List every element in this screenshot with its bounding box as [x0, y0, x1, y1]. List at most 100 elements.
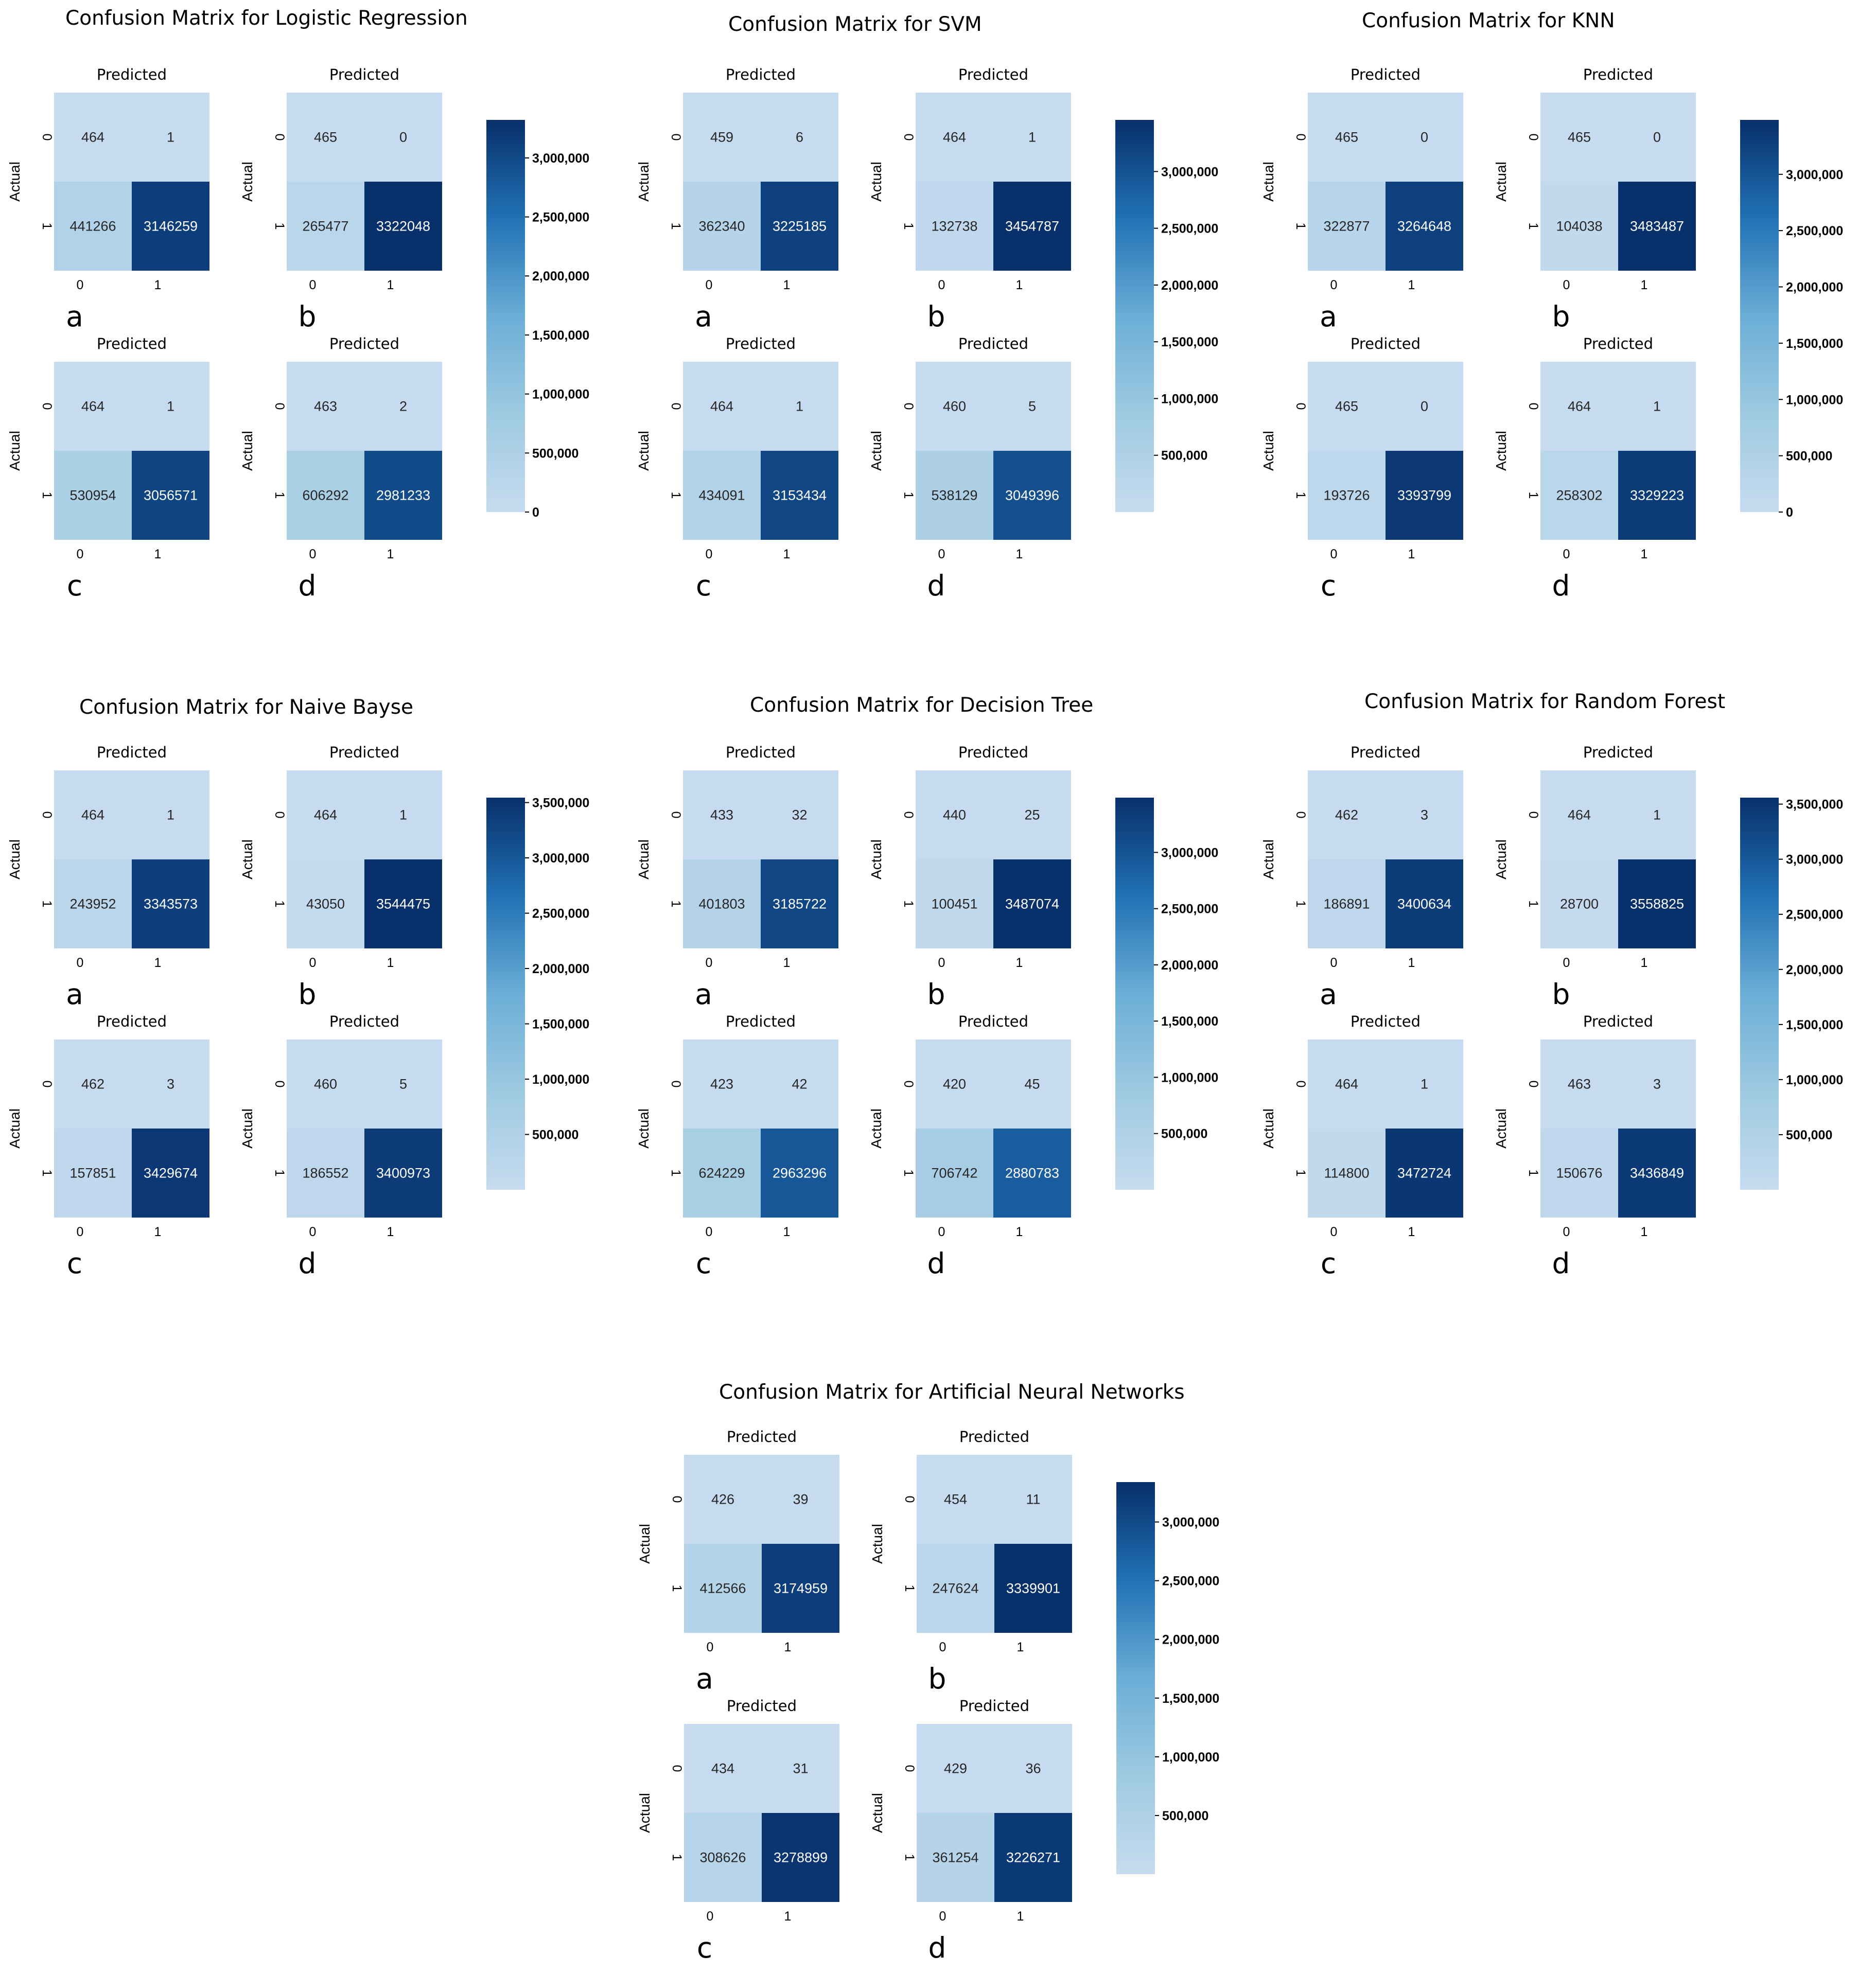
heatmap-cell [1308, 451, 1386, 540]
cell-value-label: 420 [943, 1077, 966, 1092]
colorbar-tick-label: 3,000,000 [1786, 168, 1843, 182]
matrix-panel: Predicted Actual 0 1 460 5 538129 3049396 0 1 d [868, 335, 1071, 602]
actual-label: Actual [1260, 1108, 1276, 1149]
y-tick-label: 1 [1526, 223, 1540, 230]
x-tick-label: 1 [387, 547, 394, 561]
x-tick-label: 0 [77, 547, 84, 561]
colorbar-tick-label: 3,500,000 [532, 796, 589, 811]
y-tick-label: 1 [1526, 492, 1540, 499]
cell-value-label: 258302 [1556, 488, 1602, 503]
heatmap-cell [1308, 182, 1386, 271]
subplot-label: c [697, 1931, 712, 1964]
heatmap-cell [1386, 362, 1463, 451]
heatmap-cell [761, 362, 838, 451]
heatmap-cell [684, 1544, 762, 1633]
matrix-panel: Predicted Actual 0 1 429 36 361254 3226271 0 1 d [869, 1697, 1072, 1964]
cell-value-label: 3400634 [1397, 896, 1451, 912]
heatmap-cell [132, 362, 209, 451]
colorbar-gradient [486, 120, 525, 512]
cell-value-label: 465 [314, 130, 337, 145]
subplot-label: c [696, 1247, 711, 1280]
matrix-panel: Predicted Actual 0 1 433 32 401803 3185722 0 1 a [636, 744, 838, 1011]
chart-title: Confusion Matrix for Random Forest [1364, 690, 1725, 713]
predicted-label: Predicted [726, 1013, 796, 1030]
y-tick-label: 1 [902, 1854, 917, 1861]
heatmap-cell [1386, 1129, 1463, 1218]
colorbar: 500,000 1,000,000 1,500,000 2,000,000 2,500,… [1116, 1482, 1219, 1874]
matrix-panel: Predicted Actual 0 1 465 0 265477 3322048 0 1 b [239, 66, 442, 333]
subplot-label: a [66, 300, 83, 333]
y-tick-label: 0 [1293, 403, 1308, 410]
matrix-panel: Predicted Actual 0 1 465 0 322877 3264648 0 1 a [1260, 66, 1463, 333]
predicted-label: Predicted [727, 1428, 797, 1446]
actual-label: Actual [636, 1108, 652, 1149]
x-tick-label: 0 [1563, 956, 1570, 970]
colorbar-tick-label: 3,000,000 [532, 151, 589, 166]
heatmap-cell [761, 1040, 838, 1129]
cell-value-label: 464 [1335, 1077, 1358, 1092]
heatmap-cell [364, 362, 442, 451]
colorbar-gradient [1740, 798, 1779, 1190]
x-tick-label: 0 [706, 956, 713, 970]
heatmap-cell [1618, 93, 1696, 182]
confusion-matrix-group: Confusion Matrix for KNN Predicted Actual 0… [1260, 9, 1843, 602]
colorbar-tick-label: 3,000,000 [1161, 845, 1218, 860]
y-tick-label: 0 [669, 1081, 683, 1088]
chart-title: Confusion Matrix for Artificial Neural N… [719, 1381, 1185, 1404]
cell-value-label: 42 [792, 1077, 807, 1092]
x-tick-label: 0 [1330, 547, 1338, 561]
heatmap-cell [993, 770, 1071, 859]
cell-value-label: 308626 [699, 1850, 746, 1865]
cell-value-label: 606292 [302, 488, 348, 503]
cell-value-label: 5 [399, 1077, 407, 1092]
cell-value-label: 429 [944, 1761, 967, 1776]
heatmap-cell [762, 1813, 839, 1902]
cell-value-label: 39 [793, 1492, 808, 1507]
x-tick-label: 0 [707, 1640, 714, 1654]
heatmap-cell [916, 362, 993, 451]
actual-label: Actual [637, 1524, 653, 1564]
y-tick-label: 1 [272, 1170, 287, 1177]
heatmap-cell [917, 1724, 994, 1813]
matrix-panel: Predicted Actual 0 1 464 1 132738 3454787 0 1 b [868, 66, 1071, 333]
cell-value-label: 0 [399, 130, 407, 145]
matrix-panel: Predicted Actual 0 1 463 3 150676 3436849 0 1 d [1493, 1013, 1696, 1280]
x-tick-label: 0 [1563, 1225, 1570, 1239]
heatmap-cell [287, 182, 364, 271]
cell-value-label: 1 [167, 807, 174, 823]
heatmap-cell [54, 182, 132, 271]
cell-value-label: 464 [81, 399, 104, 414]
x-tick-label: 1 [154, 278, 162, 292]
predicted-label: Predicted [97, 66, 167, 83]
heatmap-cell [287, 1129, 364, 1218]
actual-label: Actual [869, 1524, 885, 1564]
matrix-panel: Predicted Actual 0 1 464 1 258302 3329223 0 1 d [1493, 335, 1696, 602]
x-tick-label: 1 [1017, 1909, 1024, 1924]
cell-value-label: 423 [710, 1077, 733, 1092]
x-tick-label: 0 [1563, 547, 1570, 561]
cell-value-label: 2 [399, 399, 407, 414]
actual-label: Actual [239, 162, 255, 202]
cell-value-label: 28700 [1560, 896, 1599, 912]
x-tick-label: 1 [1408, 278, 1415, 292]
subplot-label: a [66, 978, 83, 1011]
x-tick-label: 1 [1016, 956, 1023, 970]
y-tick-label: 1 [669, 223, 683, 230]
cell-value-label: 247624 [932, 1581, 978, 1596]
cell-value-label: 1 [167, 399, 174, 414]
heatmap-cell [1308, 1129, 1386, 1218]
colorbar: 0 500,000 1,000,000 1,500,000 2,000,000 2,500… [1740, 120, 1843, 520]
colorbar-tick-label: 1,500,000 [1161, 1014, 1218, 1029]
x-tick-label: 0 [939, 1909, 946, 1924]
matrix-panel: Predicted Actual 0 1 420 45 706742 2880783 0 1 d [868, 1013, 1071, 1280]
subplot-label: b [927, 978, 945, 1011]
colorbar-tick-label: 500,000 [1786, 449, 1832, 464]
actual-label: Actual [869, 1793, 885, 1833]
heatmap-cell [916, 93, 993, 182]
cell-value-label: 460 [943, 399, 966, 414]
heatmap-cell [917, 1455, 994, 1544]
colorbar-tick-label: 500,000 [532, 1128, 578, 1142]
heatmap-cell [683, 1129, 761, 1218]
y-tick-label: 0 [272, 812, 287, 819]
x-tick-label: 0 [706, 547, 713, 561]
